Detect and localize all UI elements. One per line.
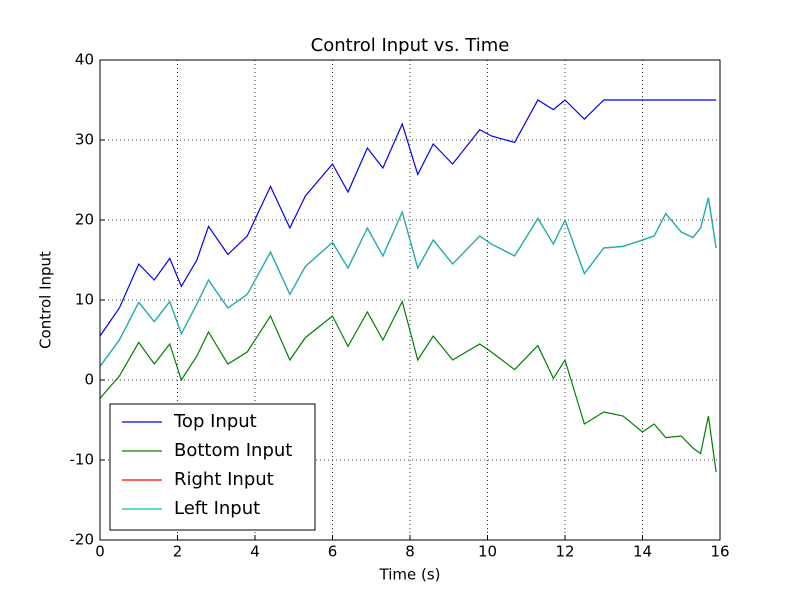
y-tick-label: 10 [75, 291, 94, 309]
legend-label: Right Input [174, 469, 274, 490]
data-line [99, 299, 717, 473]
x-tick-label: 12 [555, 543, 574, 561]
x-tick-label: 16 [710, 543, 729, 561]
x-tick-label: 4 [250, 543, 260, 561]
y-tick-label: 20 [75, 211, 94, 229]
y-tick-label: -20 [70, 531, 95, 549]
x-tick-label: 10 [478, 543, 497, 561]
y-tick-label: 40 [75, 51, 94, 69]
x-tick-label: 6 [328, 543, 338, 561]
data-line [99, 197, 717, 367]
data-line [99, 99, 717, 337]
legend-label: Top Input [173, 411, 257, 432]
y-tick-label: -10 [70, 451, 95, 469]
x-axis-label: Time (s) [379, 566, 441, 584]
x-tick-label: 14 [633, 543, 652, 561]
chart-title: Control Input vs. Time [311, 35, 510, 56]
legend-label: Bottom Input [174, 440, 292, 461]
legend-label: Left Input [174, 498, 260, 519]
y-tick-label: 30 [75, 131, 94, 149]
x-tick-label: 8 [405, 543, 415, 561]
x-tick-label: 0 [95, 543, 105, 561]
plot-frame [99, 59, 721, 541]
y-tick-label: 0 [84, 371, 94, 389]
y-axis-label: Control Input [37, 251, 55, 349]
x-tick-label: 2 [173, 543, 183, 561]
